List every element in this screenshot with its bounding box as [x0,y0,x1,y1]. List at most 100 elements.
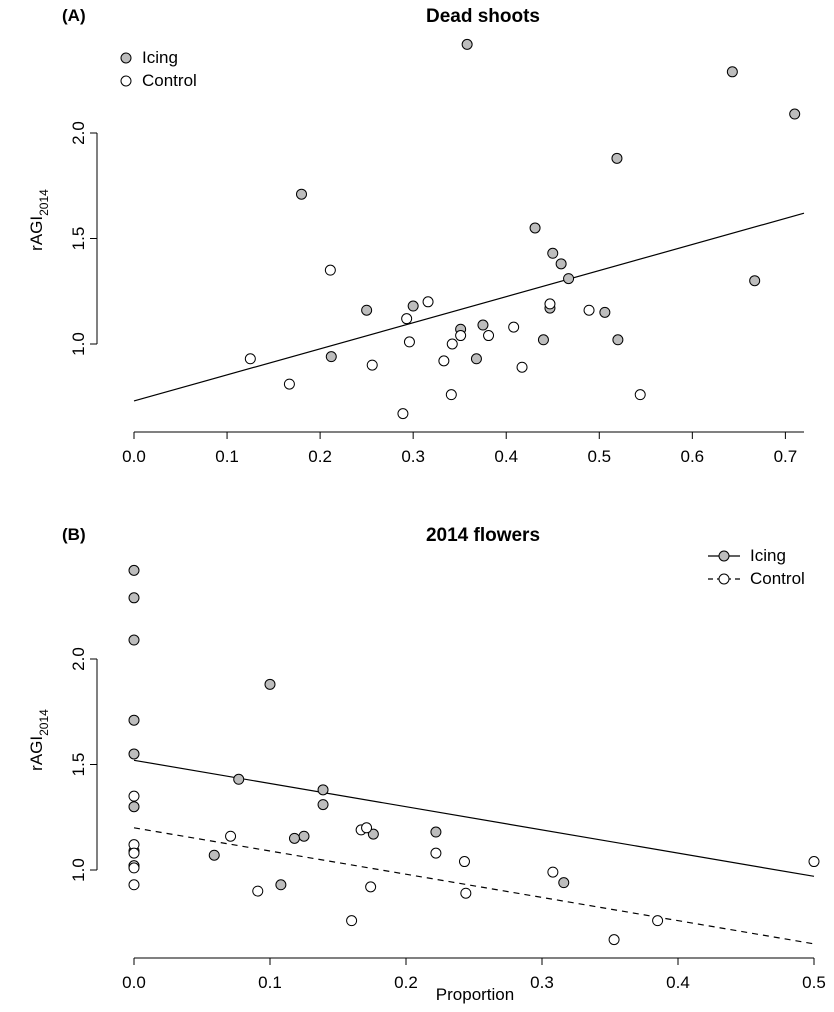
point-control [128,790,140,802]
panel-a-y-ticks: 1.0 1.5 2.0 [69,121,97,356]
panel-b-ylabel-sub: 2014 [37,709,51,736]
point-icing [128,592,140,604]
panel-a-legend: Icing Control [120,48,197,90]
point-control [458,856,470,868]
y-tick-label: 1.5 [69,753,88,777]
x-tick-label: 0.5 [802,973,826,992]
point-control [430,847,442,859]
point-icing [264,678,276,690]
point-icing [288,832,300,844]
panel-b-regression-lines [133,759,815,945]
point-control [634,389,646,401]
point-icing [367,828,379,840]
panel-a-ylabel-sub: 2014 [37,189,51,216]
x-tick-label: 0.0 [122,447,146,466]
point-icing [558,877,570,889]
y-tick-label: 1.0 [69,858,88,882]
point-control [438,355,450,367]
panel-b-xlabel: Proportion [436,985,514,1004]
panel-a: (A) Dead shoots rAGI2014 1.0 1.5 2.0 0.0 0.… [27,6,805,466]
point-icing [128,714,140,726]
point-control [361,822,373,834]
point-icing [611,152,623,164]
x-tick-label: 0.4 [666,973,690,992]
x-tick-label: 0.6 [681,447,705,466]
point-icing [128,634,140,646]
point-control [244,353,256,365]
x-tick-label: 0.5 [587,447,611,466]
panel-a-points [244,38,801,420]
panel-a-ylabel: rAGI2014 [27,189,51,251]
panel-b-label: (B) [62,525,86,544]
point-icing [537,334,549,346]
point-control [608,934,620,946]
point-icing [128,564,140,576]
x-tick-label: 0.1 [258,973,282,992]
point-control [252,885,264,897]
point-icing [563,273,575,285]
point-control [455,330,467,342]
panel-a-ylabel-main: rAGI [27,216,46,251]
point-icing [789,108,801,120]
point-icing [477,319,489,331]
x-tick-label: 0.0 [122,973,146,992]
x-tick-label: 0.4 [494,447,518,466]
panel-b-y-ticks: 1.0 1.5 2.0 [69,647,97,882]
point-icing [555,258,567,270]
point-icing [407,300,419,312]
legend-a-control-marker [120,75,132,87]
panel-b-ylabel: rAGI2014 [27,709,51,771]
point-icing [726,66,738,78]
panel-a-label: (A) [62,6,86,25]
point-icing [361,304,373,316]
legend-b-control-label: Control [750,569,805,588]
regression-line-control [133,827,815,945]
legend-b-icing-marker [718,550,730,562]
point-icing [298,830,310,842]
point-control [225,830,237,842]
panel-b-ylabel-main: rAGI [27,736,46,771]
point-control [128,879,140,891]
legend-a-control-label: Control [142,71,197,90]
legend-b-control-marker [718,573,730,585]
x-tick-label: 0.7 [774,447,798,466]
point-control [652,915,664,927]
legend-b-icing-label: Icing [750,546,786,565]
panel-b-points [128,564,820,946]
point-control [403,336,415,348]
panel-a-regression-lines [133,212,805,402]
panel-b: (B) 2014 flowers rAGI2014 1.0 1.5 2.0 0.0 0… [27,525,826,1004]
point-control [547,866,559,878]
point-control [366,359,378,371]
point-control [583,304,595,316]
point-icing [749,275,761,287]
point-control [460,887,472,899]
x-tick-label: 0.3 [530,973,554,992]
point-control [422,296,434,308]
point-control [544,298,556,310]
point-icing [275,879,287,891]
point-control [508,321,520,333]
panel-a-title: Dead shoots [426,6,540,27]
y-tick-label: 1.0 [69,332,88,356]
point-control [128,862,140,874]
point-icing [128,801,140,813]
y-tick-label: 2.0 [69,121,88,145]
panel-b-legend: Icing Control [708,546,805,588]
point-control [283,378,295,390]
point-control [808,856,820,868]
point-icing [430,826,442,838]
panel-b-x-ticks: 0.0 0.1 0.2 0.3 0.4 0.5 [122,958,826,992]
point-control [483,330,495,342]
point-icing [128,748,140,760]
point-icing [612,334,624,346]
point-control [516,361,528,373]
y-tick-label: 2.0 [69,647,88,671]
point-icing [317,784,329,796]
point-icing [461,38,473,50]
point-control [365,881,377,893]
legend-a-icing-marker [120,52,132,64]
y-tick-label: 1.5 [69,227,88,251]
panel-b-title: 2014 flowers [426,525,540,546]
regression-line-icing [133,759,815,877]
